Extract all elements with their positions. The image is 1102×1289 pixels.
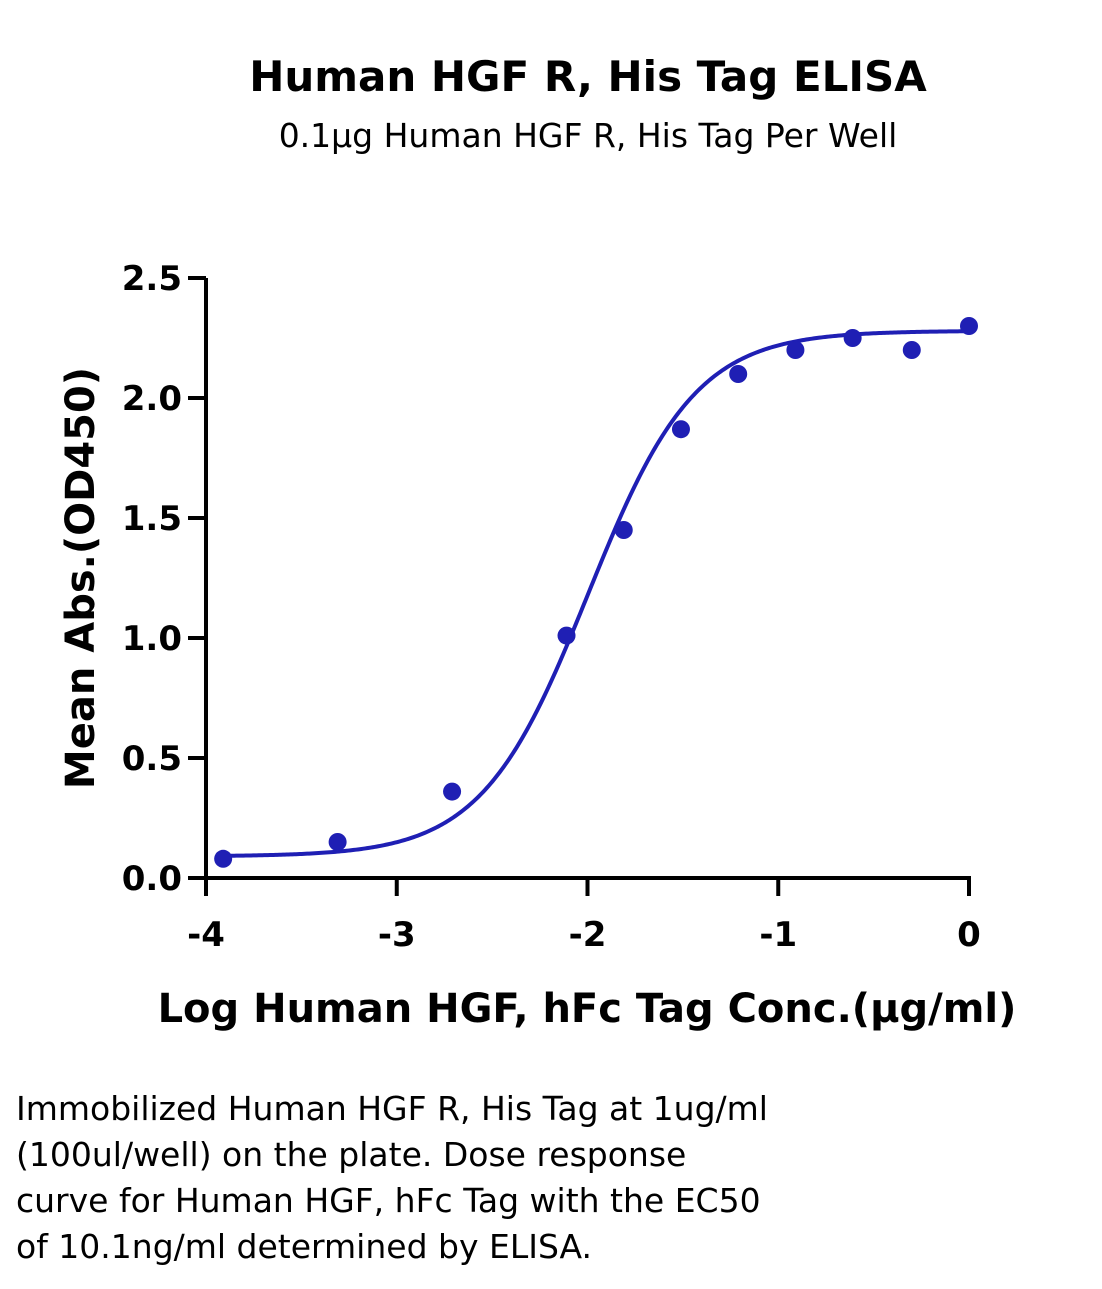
caption-line: of 10.1ng/ml determined by ELISA. xyxy=(16,1227,592,1266)
data-point xyxy=(960,317,978,335)
chart-plot: 0.0 0.5 1.0 1.5 2.0 2.5 -4 -3 -2 -1 0 Log Human HGF… xyxy=(58,259,1017,1032)
x-tick-label: -4 xyxy=(187,915,225,955)
data-point xyxy=(786,341,805,359)
fit-curve-line xyxy=(221,329,970,858)
y-tick-label: 1.0 xyxy=(122,619,182,659)
y-axis-title: Mean Abs.(OD450) xyxy=(58,367,104,789)
y-tick-label: 2.5 xyxy=(122,259,182,299)
data-point xyxy=(729,365,748,383)
chart-title: Human HGF R, His Tag ELISA xyxy=(249,52,927,101)
data-point xyxy=(443,782,462,801)
data-point xyxy=(214,849,233,868)
caption-line: (100ul/well) on the plate. Dose response xyxy=(16,1135,687,1174)
y-tick-label: 0.5 xyxy=(122,739,182,779)
data-point xyxy=(328,833,347,851)
caption-line: curve for Human HGF, hFc Tag with the EC… xyxy=(16,1181,761,1220)
x-tick-label: -2 xyxy=(569,915,607,955)
x-tick-label: -1 xyxy=(759,915,797,955)
y-tick-label: 2.0 xyxy=(122,379,182,419)
data-point xyxy=(557,626,576,645)
data-point xyxy=(843,329,862,347)
data-point xyxy=(902,341,921,359)
data-point xyxy=(614,521,633,539)
x-tick-label: -3 xyxy=(378,915,416,955)
y-tick-label: 1.5 xyxy=(122,499,182,539)
chart-subtitle: 0.1μg Human HGF R, His Tag Per Well xyxy=(278,116,898,155)
data-point xyxy=(671,420,690,439)
x-axis-title: Log Human HGF, hFc Tag Conc.(μg/ml) xyxy=(158,986,1017,1032)
y-tick-label: 0.0 xyxy=(122,859,182,899)
caption-line: Immobilized Human HGF R, His Tag at 1ug/… xyxy=(16,1089,768,1128)
x-tick-label: 0 xyxy=(957,915,981,955)
caption: Immobilized Human HGF R, His Tag at 1ug/… xyxy=(16,1086,1056,1270)
